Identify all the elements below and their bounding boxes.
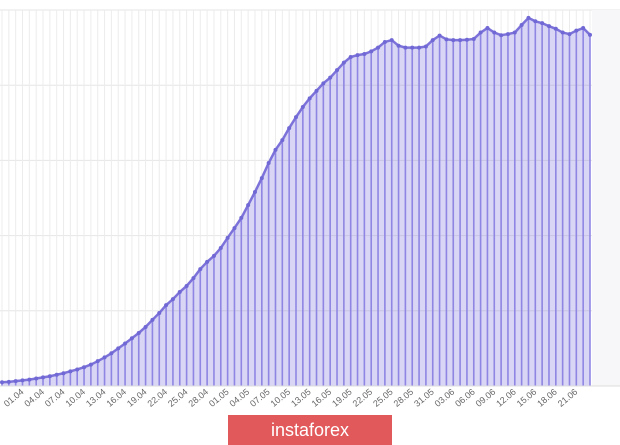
point [68,369,73,374]
point [362,51,367,56]
point [225,235,230,240]
point [519,23,524,28]
point [348,55,353,59]
point [423,44,428,49]
watermark: instaforex [271,420,349,440]
point [41,375,46,380]
point [246,203,251,208]
point [6,379,11,384]
right-shade [592,10,620,386]
point [0,380,4,385]
point [505,32,510,37]
point [300,105,305,110]
point [307,96,312,101]
point [13,379,18,384]
point [252,189,257,194]
point [273,147,278,152]
point [546,24,551,29]
point [102,355,107,360]
point [478,30,483,35]
point [328,75,333,80]
point [437,33,442,38]
point [553,26,558,31]
point [492,30,497,35]
point [294,115,298,120]
point [499,33,504,38]
point [464,37,469,42]
point [512,30,517,35]
point [389,38,394,43]
point [259,176,264,181]
point [430,38,435,43]
point [287,126,292,131]
point [526,15,531,20]
point [157,311,162,316]
point [341,60,346,65]
point [191,276,196,281]
point [129,336,134,341]
point [355,53,360,58]
point [410,45,415,50]
watermark-box [228,415,392,445]
point [232,226,237,231]
point [458,38,463,43]
point [211,253,216,258]
point [198,267,203,272]
point [581,26,586,31]
point [20,378,25,383]
point [109,351,114,356]
point [143,324,148,329]
point [150,317,155,322]
point [540,21,545,26]
point [75,367,80,372]
point [136,330,141,335]
point [280,138,285,143]
point [177,290,182,294]
point [123,341,128,346]
point [471,36,476,41]
point [82,365,87,370]
point [314,88,319,93]
point [170,297,175,302]
point [116,346,121,351]
point [369,49,374,54]
point [588,32,592,37]
point [444,37,449,42]
point [88,362,93,367]
point [266,161,271,166]
point [239,215,244,220]
point [335,68,340,73]
point [164,303,169,308]
point [95,359,100,364]
point [321,81,326,86]
point [205,259,210,264]
point [27,377,32,382]
point [417,45,422,50]
point [61,371,66,376]
point [560,30,565,35]
point [54,372,59,377]
point [533,19,538,24]
point [396,43,401,48]
point [485,26,490,31]
point [382,39,387,44]
point [403,45,408,50]
point [184,283,189,288]
point [218,246,223,251]
point [451,38,456,43]
point [34,376,39,381]
point [567,32,572,37]
point [47,374,52,379]
point [574,28,579,33]
point [376,45,381,50]
